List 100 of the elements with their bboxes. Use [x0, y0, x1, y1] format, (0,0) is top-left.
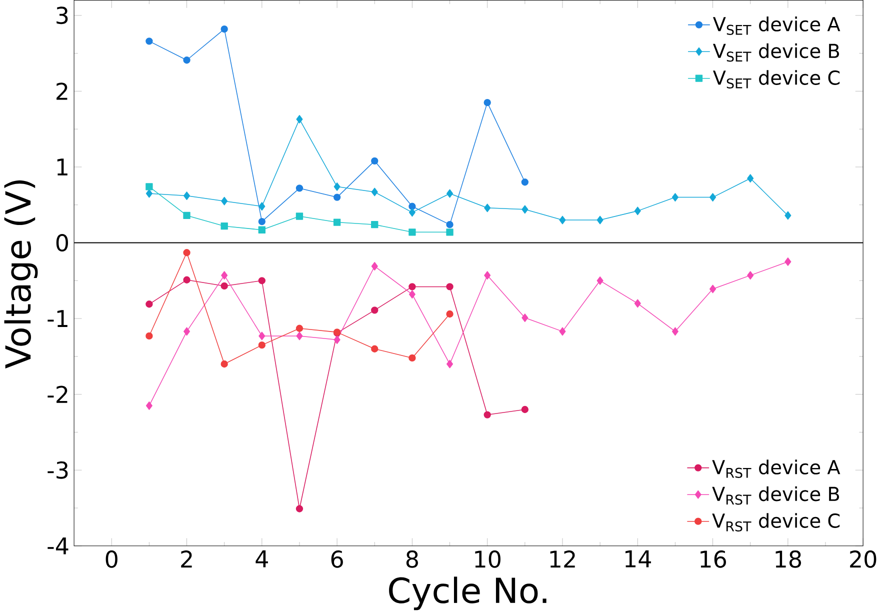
point — [710, 284, 716, 294]
point — [220, 222, 228, 230]
point — [371, 306, 378, 314]
x-tick-label: 4 — [256, 550, 268, 568]
y-tick-label: -3 — [48, 461, 68, 479]
point — [183, 212, 190, 219]
point — [221, 196, 228, 206]
point — [446, 282, 454, 290]
point — [258, 218, 266, 225]
y-tick-label: 1 — [57, 158, 68, 176]
x-tick-label: 14 — [625, 550, 652, 568]
y-tick-label: 3 — [56, 6, 68, 24]
point — [258, 226, 266, 234]
point — [522, 204, 528, 214]
legend-label: V$_{RST}$ device C — [712, 512, 840, 532]
point — [446, 189, 454, 198]
point — [146, 300, 153, 308]
x-axis-title: Cycle No. — [389, 576, 546, 610]
point — [408, 282, 416, 290]
point — [784, 211, 792, 220]
point — [559, 327, 566, 336]
point — [183, 248, 190, 256]
point — [446, 310, 454, 318]
point — [446, 228, 454, 236]
point — [258, 202, 266, 210]
x-tick-label: 6 — [331, 550, 343, 568]
point — [371, 220, 378, 228]
point — [296, 332, 303, 340]
point — [296, 504, 304, 512]
x-tick-label: 0 — [106, 550, 118, 568]
point — [672, 192, 678, 202]
y-tick-label: -1 — [48, 310, 68, 327]
point — [258, 276, 266, 284]
point — [747, 270, 754, 280]
point — [296, 114, 303, 124]
point — [220, 360, 228, 368]
point — [408, 202, 416, 210]
point — [296, 212, 304, 220]
point — [521, 178, 528, 186]
y-axis-title: Voltage (V) — [4, 180, 38, 368]
point — [146, 401, 152, 410]
point — [408, 354, 416, 362]
point — [672, 327, 678, 336]
legend-label: V$_{SET}$ device B — [712, 43, 840, 62]
point — [747, 174, 754, 182]
point — [408, 290, 416, 298]
point — [183, 56, 190, 64]
y-tick-label: -2 — [48, 386, 68, 403]
point — [371, 188, 378, 196]
point — [146, 332, 153, 340]
point — [258, 341, 266, 348]
y-tick-label: -4 — [48, 537, 68, 554]
point — [334, 335, 340, 344]
x-tick-label: 10 — [475, 550, 500, 568]
point — [484, 411, 491, 418]
point — [333, 194, 341, 201]
legend-label: V$_{SET}$ device C — [712, 70, 840, 88]
point — [184, 191, 190, 200]
point — [334, 182, 340, 191]
x-tick-label: 12 — [550, 550, 575, 568]
point — [521, 406, 528, 413]
point — [296, 324, 304, 332]
point — [484, 98, 491, 106]
point — [408, 228, 416, 236]
x-tick-label: 8 — [406, 550, 418, 568]
point — [146, 189, 152, 198]
x-tick-label: 2 — [181, 550, 192, 568]
x-tick-label: 20 — [850, 550, 876, 568]
point — [146, 182, 153, 190]
x-tick-label: 16 — [700, 550, 726, 568]
point — [408, 208, 416, 216]
y-tick-label: 2 — [56, 82, 68, 100]
point — [484, 203, 491, 212]
legend-label: V$_{SET}$ device A — [712, 16, 840, 35]
point — [296, 184, 304, 192]
point — [258, 332, 266, 340]
point — [371, 262, 378, 270]
point — [371, 157, 378, 164]
point — [371, 345, 378, 352]
point — [596, 216, 604, 224]
point — [446, 360, 454, 368]
point — [183, 276, 190, 284]
point — [559, 216, 566, 224]
point — [710, 192, 716, 202]
point — [522, 313, 528, 322]
point — [221, 270, 228, 280]
point — [184, 327, 190, 336]
y-tick-label: 0 — [56, 234, 68, 252]
point — [596, 276, 604, 285]
point — [484, 270, 491, 280]
point — [634, 206, 641, 215]
point — [220, 25, 228, 32]
point — [784, 257, 792, 266]
x-tick-label: 18 — [776, 550, 802, 568]
point — [634, 298, 641, 308]
legend-label: V$_{RST}$ device A — [712, 459, 840, 478]
point — [446, 220, 454, 228]
legend-label: V$_{RST}$ device B — [712, 486, 840, 505]
point — [333, 218, 341, 226]
point — [220, 282, 228, 290]
